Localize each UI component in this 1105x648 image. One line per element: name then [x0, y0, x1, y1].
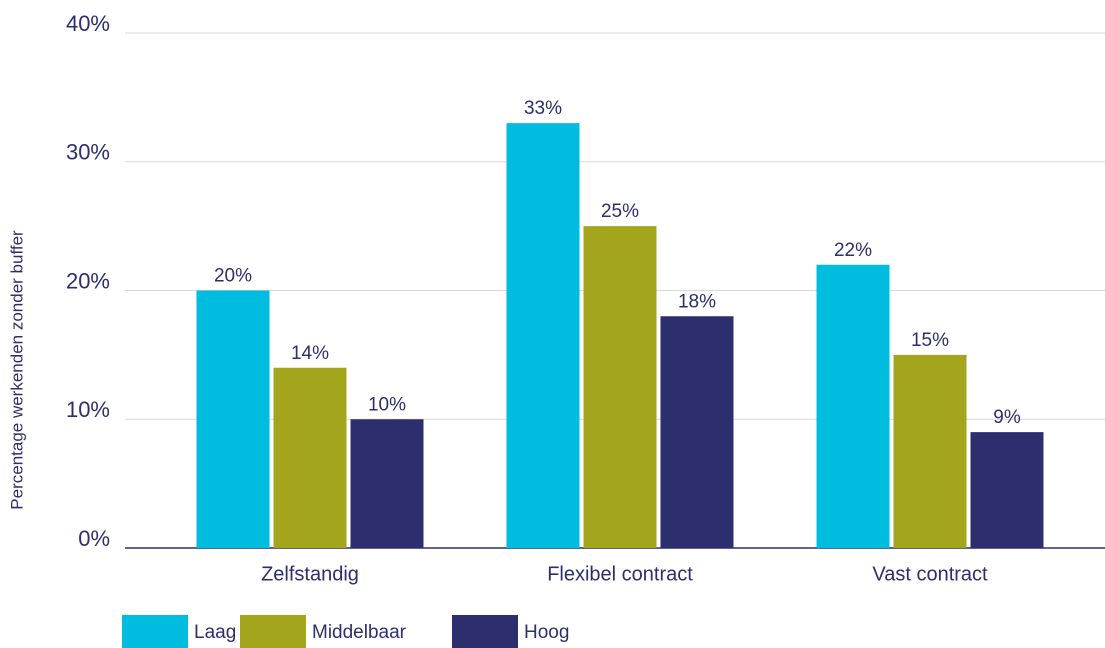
bar [893, 354, 967, 548]
legend-label: Middelbaar [312, 622, 407, 643]
legend-swatch [240, 615, 306, 648]
value-label: 20% [214, 266, 252, 287]
legend-swatch [452, 615, 518, 648]
legend-label: Laag [194, 622, 236, 643]
value-label: 14% [291, 343, 329, 364]
value-label: 33% [524, 98, 562, 119]
value-label: 10% [368, 394, 406, 415]
legend-swatch [122, 615, 188, 648]
x-tick-label: Flexibel contract [547, 563, 693, 585]
bar [583, 226, 657, 548]
legend-label: Hoog [524, 622, 569, 643]
bar [506, 123, 580, 548]
y-tick-label: 0% [78, 526, 110, 551]
y-tick-label: 30% [66, 140, 110, 165]
y-tick-label: 40% [66, 11, 110, 36]
value-label: 25% [601, 201, 639, 222]
bar [350, 419, 424, 548]
bar [273, 367, 347, 548]
value-label: 18% [678, 291, 716, 312]
value-label: 9% [993, 407, 1021, 428]
y-tick-label: 20% [66, 268, 110, 293]
value-label: 22% [834, 240, 872, 261]
bar [196, 290, 270, 548]
x-tick-label: Zelfstandig [261, 563, 359, 585]
y-axis-label: Percentage werkenden zonder buffer [7, 230, 26, 510]
value-label: 15% [911, 330, 949, 351]
bar [816, 264, 890, 548]
y-tick-label: 10% [66, 397, 110, 422]
bar [970, 432, 1044, 548]
x-tick-label: Vast contract [872, 563, 988, 585]
bar [660, 316, 734, 548]
